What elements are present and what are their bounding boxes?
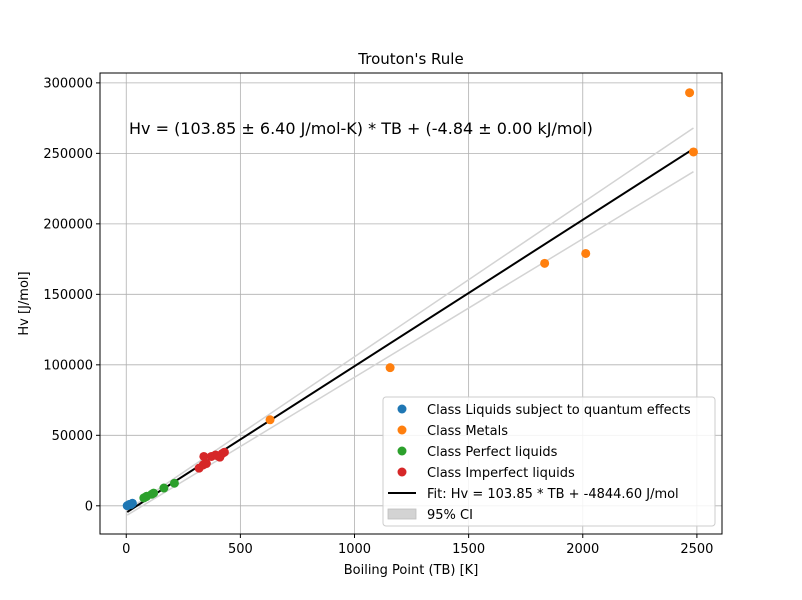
- legend-label-series-3: Class Imperfect liquids: [427, 466, 575, 481]
- y-tick-label: 150000: [43, 288, 93, 303]
- data-point-series-1: [385, 363, 395, 373]
- ci-upper-line: [126, 127, 694, 511]
- y-tick-label: 0: [85, 499, 93, 514]
- fit-equation-annotation: Hv = (103.85 ± 6.40 J/mol-K) * TB + (-4.…: [129, 119, 593, 138]
- x-tick-label: 0: [122, 542, 130, 557]
- data-points: [122, 88, 698, 511]
- legend-label-series-1: Class Metals: [427, 424, 508, 439]
- data-point-series-1: [265, 415, 275, 425]
- x-tick-label: 500: [228, 542, 253, 557]
- data-point-series-0: [127, 498, 137, 508]
- legend-marker-series-1: [397, 425, 407, 435]
- legend-label-ci: 95% CI: [427, 508, 473, 523]
- y-axis-ticks: 0 50000 100000 150000 200000 250000 300000: [43, 76, 100, 514]
- y-tick-label: 200000: [43, 217, 93, 232]
- y-tick-label: 50000: [52, 429, 93, 444]
- legend: Class Liquids subject to quantum effects…: [382, 396, 716, 527]
- y-tick-label: 300000: [43, 76, 93, 91]
- data-point-series-1: [688, 147, 698, 157]
- legend-marker-series-3: [397, 467, 407, 477]
- x-axis-label: Boiling Point (TB) [K]: [344, 563, 479, 578]
- y-axis-label: Hv [J/mol]: [17, 271, 32, 335]
- data-point-series-3: [199, 451, 209, 461]
- legend-box: [382, 396, 716, 527]
- data-point-series-1: [540, 258, 550, 268]
- data-point-series-3: [201, 459, 211, 469]
- data-point-series-1: [685, 88, 695, 98]
- data-point-series-2: [169, 478, 179, 488]
- legend-marker-ci: [387, 508, 417, 520]
- x-tick-label: 1000: [338, 542, 371, 557]
- chart-title: Trouton's Rule: [357, 50, 463, 68]
- data-point-series-3: [219, 447, 229, 457]
- legend-marker-series-2: [397, 446, 407, 456]
- x-tick-label: 2500: [680, 542, 713, 557]
- data-point-series-2: [159, 483, 169, 493]
- legend-label-series-2: Class Perfect liquids: [427, 445, 558, 460]
- legend-label-fit: Fit: Hv = 103.85 * TB + -4844.60 J/mol: [427, 487, 679, 502]
- legend-label-series-0: Class Liquids subject to quantum effects: [427, 403, 691, 418]
- y-tick-label: 250000: [43, 147, 93, 162]
- x-axis-ticks: 0 500 1000 1500 2000 2500: [122, 534, 713, 557]
- legend-marker-series-0: [397, 404, 407, 414]
- data-point-series-1: [581, 248, 591, 258]
- y-tick-label: 100000: [43, 358, 93, 373]
- data-point-series-2: [149, 488, 159, 498]
- x-tick-label: 1500: [452, 542, 485, 557]
- axes-frame: [99, 72, 723, 535]
- x-tick-label: 2000: [566, 542, 599, 557]
